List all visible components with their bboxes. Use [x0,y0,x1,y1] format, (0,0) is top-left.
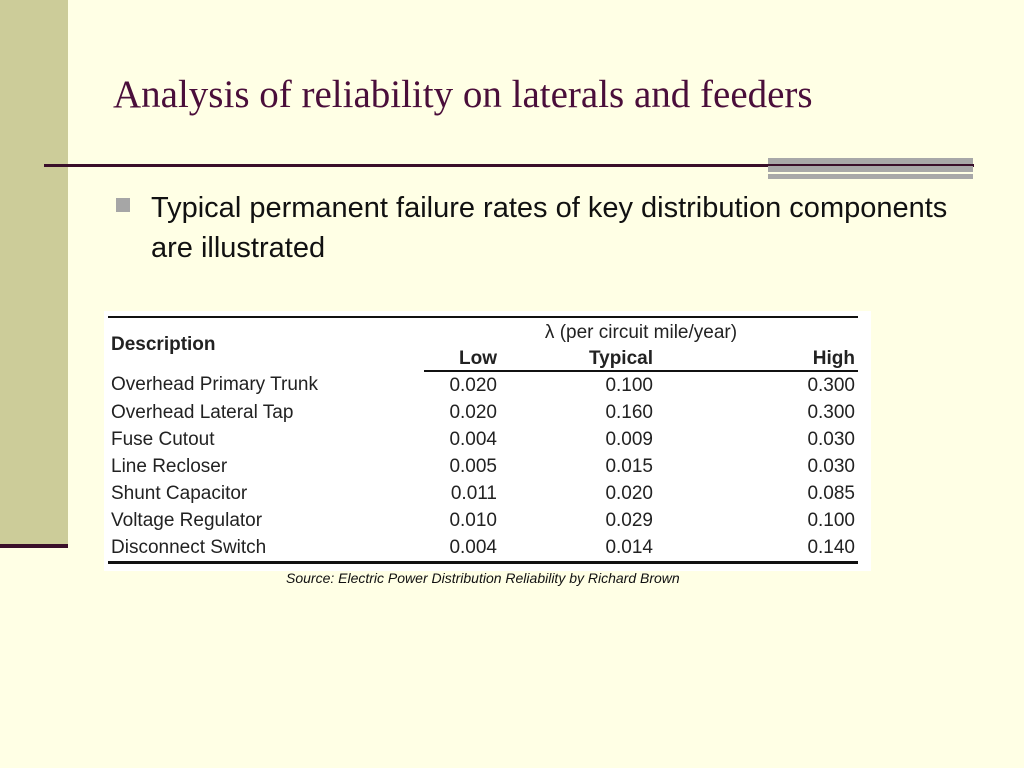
row-low-value: 0.004 [449,428,497,450]
source-citation: Source: Electric Power Distribution Reli… [286,570,680,586]
row-description: Line Recloser [111,455,228,477]
table-row: Overhead Primary Trunk 0.020 0.100 0.300 [108,371,858,399]
table-row: Shunt Capacitor 0.011 0.020 0.085 [108,480,858,507]
row-high-value: 0.085 [807,482,855,504]
slide-title: Analysis of reliability on laterals and … [113,73,813,116]
title-rule [44,164,974,167]
table-row: Line Recloser 0.005 0.015 0.030 [108,453,858,480]
failure-rate-table-panel: Description λ (per circuit mile/year) Lo… [104,311,871,571]
row-typical-value: 0.160 [605,401,653,423]
row-description: Overhead Lateral Tap [111,401,294,423]
row-description: Voltage Regulator [111,509,263,531]
row-high-value: 0.030 [807,455,855,477]
row-low-value: 0.004 [424,534,500,564]
bullet-text: Typical permanent failure rates of key d… [151,192,948,264]
table-row: Fuse Cutout 0.004 0.009 0.030 [108,426,858,453]
row-typical-value: 0.009 [605,428,653,450]
header-lambda-group: λ (per circuit mile/year) [424,316,858,348]
header-typical: Typical [500,348,656,372]
row-low-value: 0.020 [449,374,497,396]
failure-rate-table: Description λ (per circuit mile/year) Lo… [108,316,858,564]
row-high-value: 0.300 [807,374,855,396]
row-low-value: 0.011 [450,482,497,504]
row-typical-value: 0.029 [605,509,653,531]
title-rule-bars [768,158,973,179]
row-description: Fuse Cutout [111,428,215,450]
row-description: Disconnect Switch [108,534,424,564]
row-high-value: 0.140 [656,534,858,564]
table-row: Disconnect Switch 0.004 0.014 0.140 [108,534,858,564]
side-band [0,0,68,548]
row-typical-value: 0.100 [605,374,653,396]
row-typical-value: 0.015 [605,455,653,477]
row-typical-value: 0.014 [500,534,656,564]
header-low: Low [424,348,500,372]
header-high: High [656,348,858,372]
row-low-value: 0.005 [449,455,497,477]
row-typical-value: 0.020 [605,482,653,504]
bullet-square-icon [116,198,130,212]
row-high-value: 0.030 [807,428,855,450]
row-description: Shunt Capacitor [111,482,248,504]
row-low-value: 0.010 [449,509,497,531]
table-row: Voltage Regulator 0.010 0.029 0.100 [108,507,858,534]
row-description: Overhead Primary Trunk [111,374,318,395]
table-row: Overhead Lateral Tap 0.020 0.160 0.300 [108,399,858,426]
table-column-header-row: Low Typical High [108,348,858,372]
row-high-value: 0.100 [807,509,855,531]
row-high-value: 0.300 [807,401,855,423]
row-low-value: 0.020 [449,401,497,423]
table-body: Overhead Primary Trunk 0.020 0.100 0.300 Ove… [108,371,858,564]
table-group-header-row: Description λ (per circuit mile/year) [108,316,858,371]
side-accent-line [0,544,68,548]
header-description: Description [108,316,424,371]
